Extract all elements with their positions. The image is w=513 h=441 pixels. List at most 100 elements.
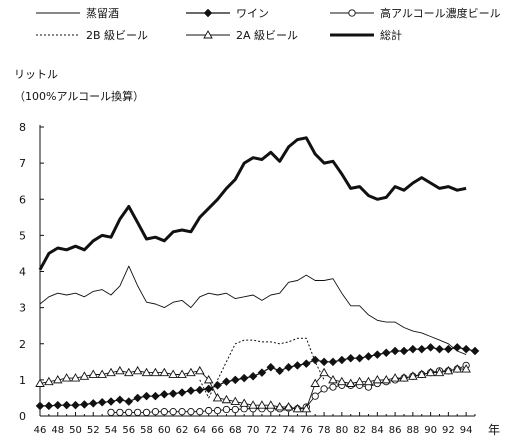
triangle-marker [88,369,99,378]
x-tick-label: 70 [247,425,260,436]
diamond-marker [142,391,151,401]
diamond-marker [124,397,134,406]
diamond-marker [444,344,453,354]
diamond-marker [408,344,418,354]
circle-marker [320,385,328,393]
triangle-marker [381,374,391,384]
series-line [38,136,467,271]
diamond-marker [213,380,222,390]
circle-marker [348,9,356,17]
series-4 [35,364,471,413]
diamond-marker [293,361,302,370]
circle-marker [169,408,177,416]
series-0 [39,265,467,356]
triangle-marker [345,378,356,387]
triangle-marker [248,400,258,409]
triangle-marker [70,373,81,382]
diamond-marker [44,401,54,411]
triangle-marker [399,373,409,382]
y-tick-label: 5 [19,229,26,242]
circle-marker [329,383,337,391]
circle-marker [178,408,186,416]
x-tick-label: 66 [211,425,224,436]
diamond-marker [177,388,187,397]
triangle-marker [301,403,312,413]
diamond-marker [106,397,116,406]
triangle-marker [266,400,276,409]
diamond-marker [275,366,285,376]
x-tick-label: 94 [460,425,473,436]
diamond-marker [248,371,258,381]
diamond-marker [230,375,240,385]
circle-marker [151,408,160,416]
diamond-marker [328,357,338,367]
circle-marker [196,408,204,416]
x-tick-label: 64 [193,425,206,436]
y-tick-label: 3 [19,302,26,315]
circle-marker [213,406,222,415]
triangle-marker [310,378,320,387]
triangle-marker [141,367,152,377]
diamond-marker [346,353,356,363]
diamond-marker [53,400,63,410]
diamond-marker [399,346,409,356]
triangle-marker [328,374,338,384]
legend-item: 蒸留酒 [36,7,119,20]
triangle-marker [106,367,116,377]
diamond-marker [203,8,213,18]
legend-label: ワイン [236,7,269,20]
triangle-marker [168,369,178,378]
triangle-marker [363,376,374,386]
y-tick-label: 8 [19,121,26,134]
triangle-marker [203,374,214,384]
series-layer [35,136,480,417]
triangle-marker [195,365,205,375]
x-tick-label: 56 [122,425,135,436]
legend-item: 2A 級ビール [186,29,298,42]
diamond-marker [186,386,196,396]
x-tick-label: 78 [318,425,331,436]
series-3 [199,337,325,399]
circle-marker [134,408,142,417]
triangle-marker [132,365,143,375]
x-tick-label: 58 [140,425,153,436]
triangle-marker [416,369,427,378]
x-tick-label: 72 [264,425,277,436]
diamond-marker [461,344,471,354]
series-5 [38,136,467,271]
diamond-marker [452,343,462,352]
circle-marker [116,408,124,417]
diamond-marker [168,389,178,398]
circle-marker [107,408,115,417]
diamond-marker [390,346,400,356]
diamond-marker [470,346,480,356]
diamond-marker [284,362,293,372]
diamond-marker [71,400,80,410]
diamond-marker [159,389,169,399]
diamond-marker [195,385,205,395]
triangle-marker [203,30,213,39]
triangle-marker [337,376,347,386]
diamond-marker [80,400,89,409]
diamond-marker [115,395,125,405]
diamond-marker [301,359,311,368]
circle-marker [222,405,231,414]
y-axis-unit-note: （100%アルコール換算） [14,89,144,103]
x-tick-label: 86 [389,425,402,436]
legend-label: 2B 級ビール [86,29,148,42]
legend-label: 蒸留酒 [86,7,119,20]
legend-item: 2B 級ビール [36,29,148,42]
triangle-marker [434,367,445,377]
triangle-marker [390,373,400,382]
circle-marker [142,408,151,417]
diamond-marker [337,355,347,365]
y-tick-label: 2 [19,338,26,351]
triangle-marker [239,398,249,407]
legend-item: 総計 [330,28,402,42]
triangle-marker [443,365,454,375]
triangle-marker [79,371,90,380]
triangle-marker [221,394,232,404]
triangle-marker [292,403,303,413]
diamond-marker [266,362,276,372]
